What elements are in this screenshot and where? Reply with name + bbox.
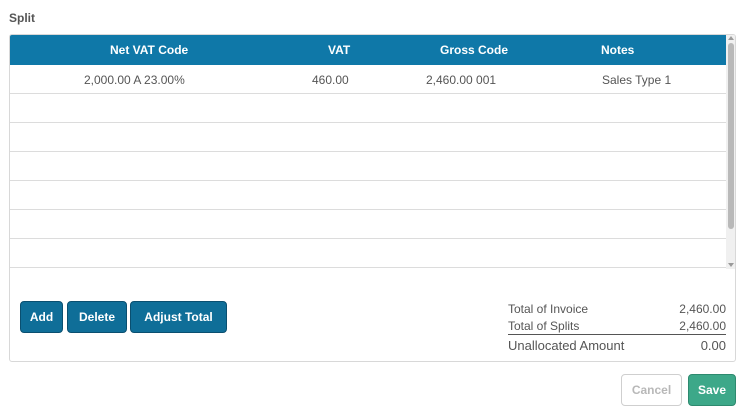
unallocated-amount-label: Unallocated Amount — [508, 338, 625, 353]
total-of-splits-value: 2,460.00 — [679, 319, 726, 333]
delete-button[interactable]: Delete — [67, 301, 127, 333]
table-row[interactable] — [10, 239, 726, 268]
column-header-vat[interactable]: VAT — [328, 43, 351, 57]
column-header-net-vat-code[interactable]: Net VAT Code — [110, 43, 189, 57]
total-of-invoice-row: Total of Invoice 2,460.00 — [508, 301, 726, 318]
cell-notes[interactable]: Sales Type 1 — [602, 73, 672, 87]
save-button[interactable]: Save — [688, 374, 736, 406]
cell-net-vat-code[interactable]: 2,000.00 A 23.00% — [84, 73, 185, 87]
total-of-invoice-label: Total of Invoice — [508, 302, 589, 316]
total-of-splits-row: Total of Splits 2,460.00 — [508, 318, 726, 335]
split-panel: Net VAT Code VAT Gross Code Notes 2,000.… — [9, 34, 736, 362]
total-of-splits-label: Total of Splits — [508, 319, 580, 333]
table-row[interactable] — [10, 181, 726, 210]
grid-header: Net VAT Code VAT Gross Code Notes — [10, 35, 726, 65]
add-button[interactable]: Add — [20, 301, 63, 333]
table-row[interactable] — [10, 152, 726, 181]
scroll-down-arrow-icon[interactable] — [728, 263, 734, 267]
cell-vat[interactable]: 460.00 — [312, 73, 349, 87]
unallocated-amount-row: Unallocated Amount 0.00 — [508, 335, 726, 355]
adjust-total-button[interactable]: Adjust Total — [130, 301, 227, 333]
scroll-up-arrow-icon[interactable] — [728, 36, 734, 40]
table-row[interactable]: 2,000.00 A 23.00% 460.00 2,460.00 001 Sa… — [10, 65, 726, 94]
table-row[interactable] — [10, 210, 726, 239]
section-title: Split — [9, 11, 35, 25]
grid-body: 2,000.00 A 23.00% 460.00 2,460.00 001 Sa… — [10, 65, 726, 268]
total-of-invoice-value: 2,460.00 — [679, 302, 726, 316]
cancel-button[interactable]: Cancel — [621, 374, 682, 406]
unallocated-amount-value: 0.00 — [700, 338, 726, 353]
table-row[interactable] — [10, 123, 726, 152]
scrollbar-thumb[interactable] — [728, 43, 734, 229]
column-header-gross-code[interactable]: Gross Code — [440, 43, 509, 57]
totals-summary: Total of Invoice 2,460.00 Total of Split… — [508, 301, 726, 355]
column-header-notes[interactable]: Notes — [601, 43, 635, 57]
cell-gross-code[interactable]: 2,460.00 001 — [426, 73, 497, 87]
table-row[interactable] — [10, 94, 726, 123]
